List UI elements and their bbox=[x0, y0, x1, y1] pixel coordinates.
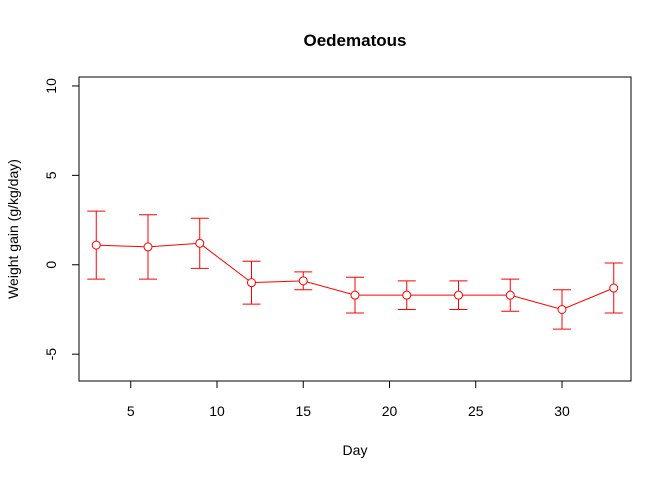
data-point bbox=[143, 242, 153, 252]
x-axis: 5 10 15 20 25 30 bbox=[127, 380, 570, 419]
y-tick-label: -5 bbox=[43, 348, 59, 361]
chart-title: Oedematous bbox=[304, 31, 407, 50]
series bbox=[87, 210, 623, 330]
data-point bbox=[298, 276, 308, 286]
data-point bbox=[91, 240, 101, 250]
x-axis-label: Day bbox=[343, 442, 368, 458]
x-tick-label: 25 bbox=[468, 403, 484, 419]
x-tick-label: 5 bbox=[127, 403, 135, 419]
x-tick-label: 20 bbox=[382, 403, 398, 419]
data-point bbox=[350, 290, 360, 300]
data-point bbox=[505, 290, 515, 300]
y-tick-label: 0 bbox=[43, 261, 59, 269]
y-axis: -5 0 5 10 bbox=[43, 78, 80, 361]
data-point bbox=[402, 290, 412, 300]
data-point bbox=[247, 278, 256, 288]
data-point bbox=[195, 238, 205, 248]
y-axis-label: Weight gain (g/kg/day) bbox=[5, 159, 21, 299]
x-tick-label: 30 bbox=[554, 403, 570, 419]
y-tick-label: 10 bbox=[43, 78, 59, 94]
x-tick-label: 15 bbox=[295, 403, 311, 419]
data-point bbox=[557, 304, 567, 314]
plot-frame bbox=[78, 76, 632, 382]
data-point bbox=[609, 283, 619, 293]
y-tick-label: 5 bbox=[43, 171, 59, 179]
data-point bbox=[454, 290, 463, 300]
x-tick-label: 10 bbox=[209, 403, 225, 419]
